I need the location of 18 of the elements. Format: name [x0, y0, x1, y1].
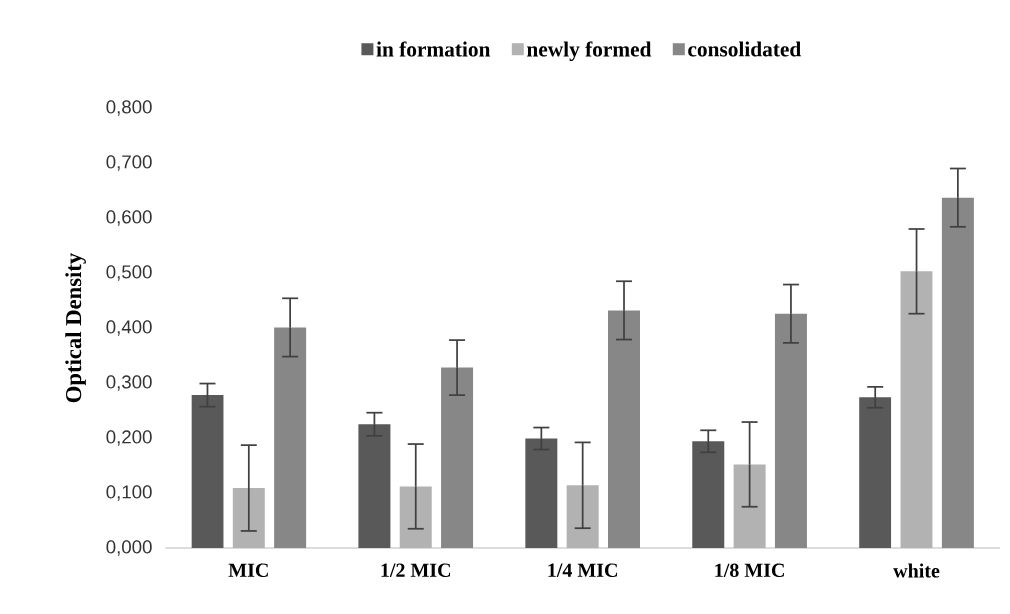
legend-label: consolidated — [688, 41, 802, 57]
y-tick-label: 0,400 — [106, 320, 152, 336]
legend-label: in formation — [376, 41, 491, 57]
y-tick-label: 0,600 — [106, 210, 152, 226]
x-tick-label: 1/2 MIC — [381, 563, 451, 577]
y-tick-label: 0,800 — [106, 100, 152, 116]
y-axis-title: Optical Density — [65, 253, 86, 403]
x-tick-label: MIC — [228, 563, 268, 577]
y-tick-label: 0,300 — [106, 375, 152, 391]
x-tick-label: 1/4 MIC — [548, 563, 617, 577]
x-tick-label: 1/8 MIC — [715, 563, 784, 578]
y-tick-label: 0,000 — [106, 540, 152, 556]
y-tick-label: 0,200 — [106, 430, 152, 446]
y-tick-label: 0,100 — [106, 485, 152, 501]
legend-label: newly formed — [527, 41, 652, 61]
x-tick-label: white — [893, 563, 940, 578]
y-tick-label: 0,700 — [106, 155, 152, 171]
y-tick-label: 0,500 — [106, 265, 152, 281]
